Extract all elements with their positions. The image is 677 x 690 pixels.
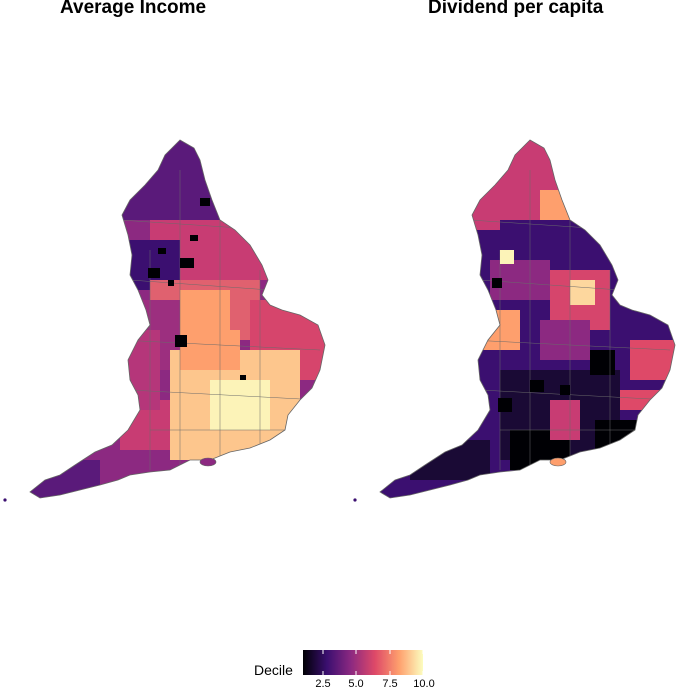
panel-title-dividend-per-capita: Dividend per capita: [428, 0, 604, 18]
legend-tick-label: 10.0: [413, 678, 435, 690]
map-dividend-per-capita: [353, 139, 676, 502]
legend-tick-label: 5.0: [348, 678, 364, 690]
color-legend: Decile 2.5 5.0 7.5 10.0: [0, 640, 677, 690]
legend-tick-label: 2.5: [315, 678, 331, 690]
legend-color-bar: [303, 650, 423, 675]
legend-title: Decile: [254, 662, 293, 678]
legend-tick-label: 7.5: [382, 678, 398, 690]
map-average-income: [3, 139, 326, 502]
panel-title-average-income: Average Income: [60, 0, 207, 18]
